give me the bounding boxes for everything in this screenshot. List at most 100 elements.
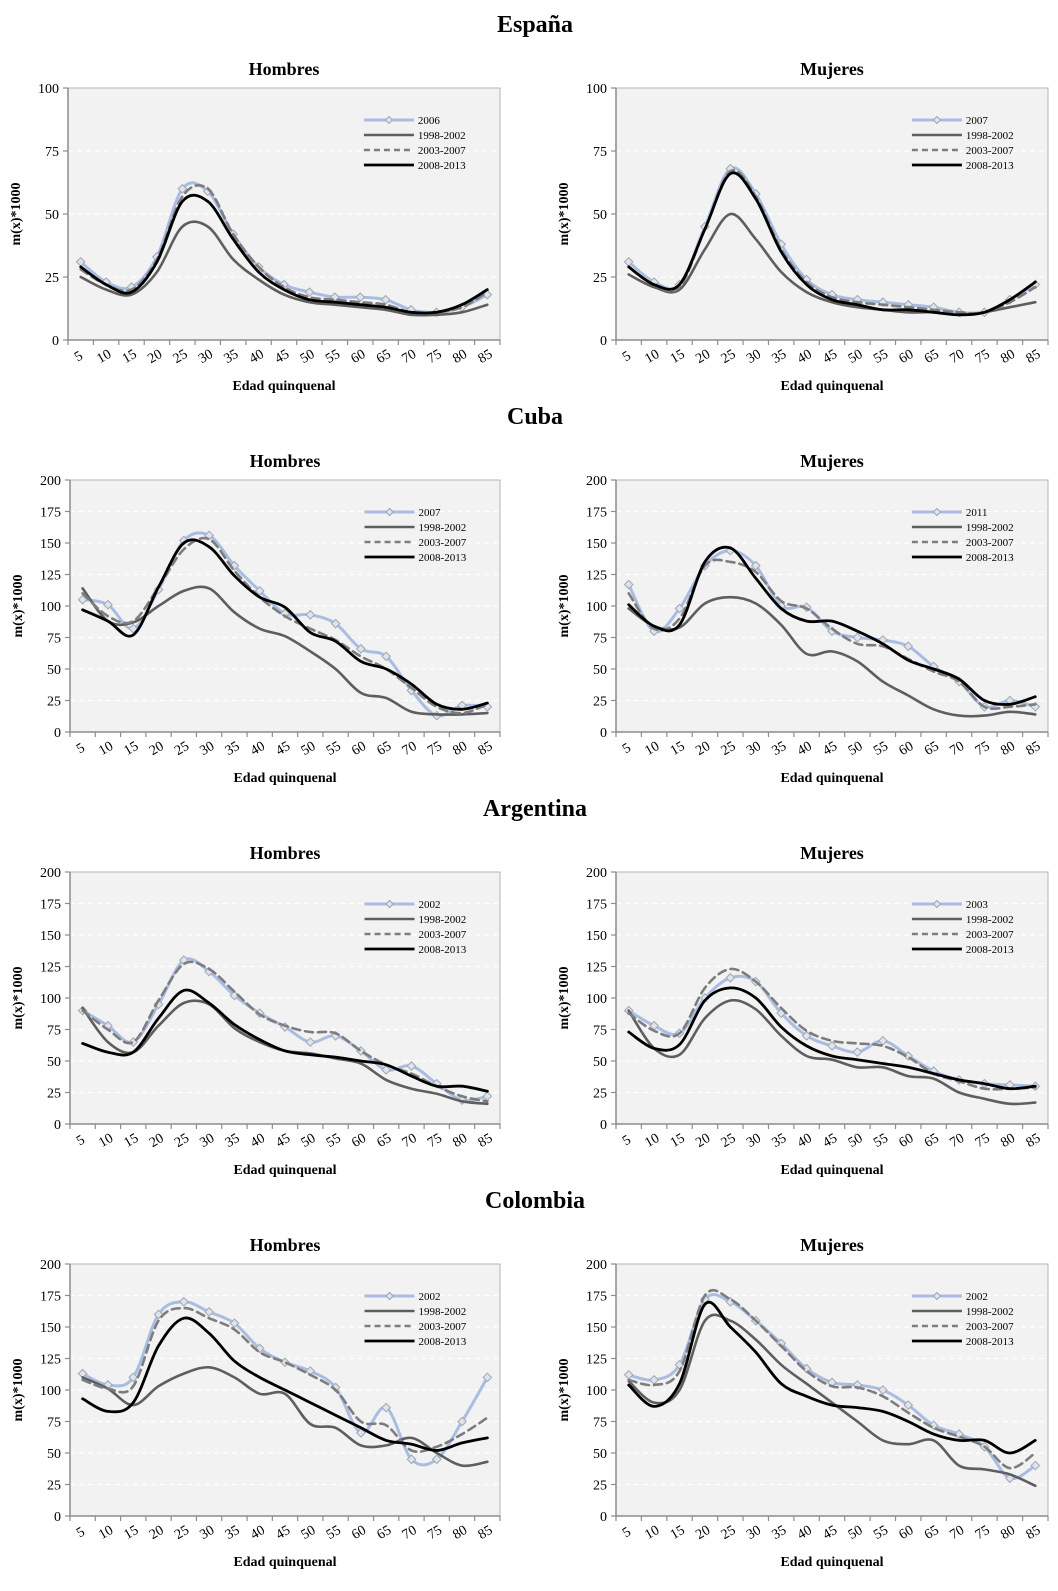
x-tick-label: 80	[998, 739, 1018, 759]
y-tick-label: 75	[593, 1024, 607, 1039]
legend-label-1998-2002: 1998-2002	[966, 914, 1014, 926]
x-tick-label: 30	[198, 1131, 218, 1151]
y-tick-label: 150	[586, 1321, 607, 1336]
x-tick-label: 45	[273, 1523, 293, 1543]
legend-label-2008-2013: 2008-2013	[419, 944, 467, 956]
x-tick-label: 10	[96, 1523, 116, 1543]
x-tick-label: 60	[349, 739, 369, 759]
y-tick-label: 0	[600, 1510, 607, 1525]
x-axis-label: Edad quinquenal	[233, 1555, 336, 1570]
y-tick-label: 100	[40, 1384, 61, 1399]
x-tick-label: 70	[947, 1523, 967, 1543]
x-tick-label: 80	[998, 1523, 1018, 1543]
y-tick-label: 175	[40, 898, 61, 913]
y-tick-label: 175	[586, 506, 607, 521]
x-axis-label: Edad quinquenal	[233, 1163, 336, 1178]
chart-cuba-hombres: 02550751001251501752005 10 15 20 25 30 35 40 45 5…	[11, 451, 500, 786]
y-tick-label: 125	[586, 1353, 607, 1368]
y-tick-label: 75	[47, 632, 61, 647]
legend-label-2003-2007: 2003-2007	[966, 929, 1014, 941]
y-tick-label: 100	[40, 992, 61, 1007]
y-tick-label: 125	[586, 961, 607, 976]
x-tick-label: 75	[973, 1523, 993, 1543]
legend-label-2003-2007: 2003-2007	[966, 145, 1014, 157]
x-tick-label: 80	[450, 347, 470, 367]
x-tick-label: 35	[222, 347, 242, 367]
x-tick-label: 20	[693, 1523, 713, 1543]
x-tick-label: 60	[897, 1523, 917, 1543]
x-tick-label: 55	[871, 739, 891, 759]
legend-label-1998-2002: 1998-2002	[418, 130, 466, 142]
x-tick-label: 80	[998, 1131, 1018, 1151]
x-tick-label: 25	[172, 1523, 192, 1543]
y-tick-label: 100	[586, 600, 607, 615]
chart-espana-hombres: 02550751005 10 15 20 25 30 35 40 45 50 55 60 65 70 75 8…	[9, 59, 500, 394]
x-tick-label: 5	[620, 1525, 634, 1541]
y-tick-label: 25	[45, 271, 59, 286]
legend-label-2002: 2002	[419, 899, 441, 911]
y-tick-label: 0	[600, 1118, 607, 1133]
y-tick-label: 0	[54, 726, 61, 741]
x-tick-label: 10	[95, 347, 115, 367]
x-tick-label: 40	[248, 739, 268, 759]
x-tick-label: 65	[922, 1131, 942, 1151]
y-tick-label: 75	[45, 145, 59, 160]
y-tick-label: 25	[593, 695, 607, 710]
panel-title: Hombres	[249, 59, 320, 79]
y-axis-label: m(x)*1000	[557, 967, 572, 1030]
x-tick-label: 55	[871, 1131, 891, 1151]
x-tick-label: 50	[846, 1523, 866, 1543]
x-tick-label: 75	[425, 739, 445, 759]
country-title-cuba: Cuba	[507, 404, 563, 430]
legend-label-2003-2007: 2003-2007	[966, 537, 1014, 549]
x-tick-label: 10	[643, 739, 663, 759]
y-tick-label: 200	[40, 1258, 61, 1273]
x-axis-label: Edad quinquenal	[780, 1555, 883, 1570]
x-tick-label: 45	[820, 347, 840, 367]
y-tick-label: 50	[593, 1055, 607, 1070]
y-tick-label: 200	[40, 866, 61, 881]
legend-label-2008-2013: 2008-2013	[966, 1336, 1014, 1348]
legend-label-2003-2007: 2003-2007	[419, 1321, 467, 1333]
y-tick-label: 100	[586, 992, 607, 1007]
y-tick-label: 125	[40, 1353, 61, 1368]
x-tick-label: 45	[820, 1523, 840, 1543]
y-tick-label: 0	[54, 1510, 61, 1525]
x-tick-label: 50	[299, 1523, 319, 1543]
x-tick-label: 35	[770, 347, 790, 367]
y-tick-label: 0	[54, 1118, 61, 1133]
x-tick-label: 80	[998, 347, 1018, 367]
country-title-espana: España	[497, 12, 573, 38]
legend-label-2003-2007: 2003-2007	[966, 1321, 1014, 1333]
x-tick-label: 10	[643, 1523, 663, 1543]
legend-label-2003-2007: 2003-2007	[418, 145, 466, 157]
x-tick-label: 85	[476, 347, 496, 367]
x-tick-label: 65	[922, 347, 942, 367]
y-tick-label: 150	[40, 537, 61, 552]
x-tick-label: 40	[795, 347, 815, 367]
x-tick-label: 60	[897, 1131, 917, 1151]
y-tick-label: 50	[593, 663, 607, 678]
y-tick-label: 175	[40, 1290, 61, 1305]
x-tick-label: 30	[198, 739, 218, 759]
y-tick-label: 25	[47, 1479, 61, 1494]
x-tick-label: 65	[375, 739, 395, 759]
panel-title: Hombres	[250, 1235, 321, 1255]
x-tick-label: 85	[1024, 1131, 1044, 1151]
x-tick-label: 85	[1024, 347, 1044, 367]
y-tick-label: 150	[40, 929, 61, 944]
y-tick-label: 175	[40, 506, 61, 521]
x-axis-label: Edad quinquenal	[233, 771, 336, 786]
y-tick-label: 75	[593, 1416, 607, 1431]
x-tick-label: 25	[172, 1131, 192, 1151]
x-axis-label: Edad quinquenal	[780, 1163, 883, 1178]
x-tick-label: 25	[172, 739, 192, 759]
x-tick-label: 35	[223, 1131, 243, 1151]
x-tick-label: 75	[425, 1131, 445, 1151]
y-tick-label: 125	[40, 569, 61, 584]
x-tick-label: 20	[145, 347, 165, 367]
x-tick-label: 25	[719, 739, 739, 759]
x-tick-label: 55	[324, 739, 344, 759]
x-tick-label: 50	[299, 1131, 319, 1151]
